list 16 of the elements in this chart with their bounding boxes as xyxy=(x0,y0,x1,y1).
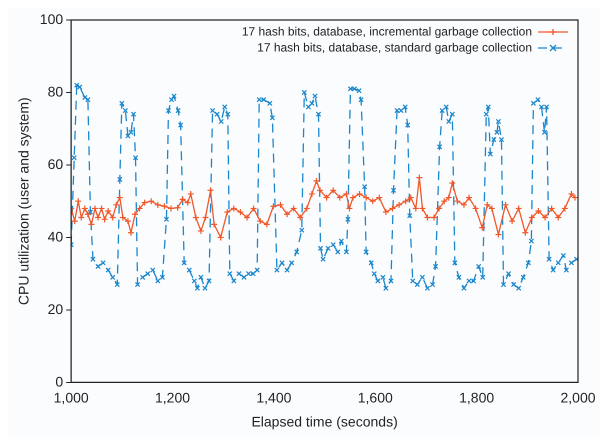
y-axis-title: CPU utilization (user and system) xyxy=(15,97,32,306)
y-tick-label: 80 xyxy=(48,83,64,100)
y-tick-label: 100 xyxy=(40,10,64,27)
x-axis-title: Elapsed time (seconds) xyxy=(251,413,398,430)
y-tick-label: 40 xyxy=(48,228,64,244)
x-tick-label: 1,000 xyxy=(54,390,89,406)
x-tick-label: 1,800 xyxy=(459,390,494,406)
y-tick-label: 60 xyxy=(48,156,64,172)
x-tick-label: 1,600 xyxy=(358,390,393,406)
x-tick-label: 1,400 xyxy=(256,390,292,406)
x-tick-label: 1,200 xyxy=(155,390,190,406)
legend-label: 17 hash bits, database, standard garbage collection xyxy=(257,40,532,54)
y-tick-label: 20 xyxy=(48,300,64,317)
legend-label: 17 hash bits, database, incremental garbage collection xyxy=(242,24,532,38)
x-tick-label: 2,000 xyxy=(560,390,596,406)
y-tick-label: 0 xyxy=(55,373,64,390)
